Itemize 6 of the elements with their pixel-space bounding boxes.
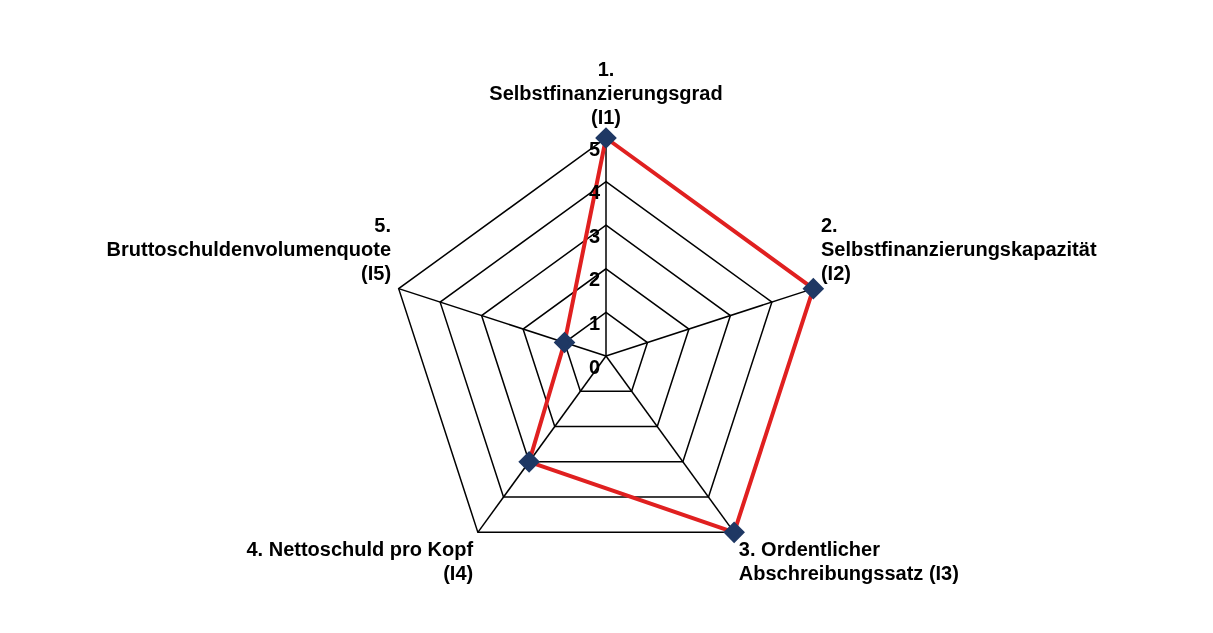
spoke-label: 3. Ordentlicher Abschreibungssatz (I3) (738, 538, 959, 585)
spoke-label: 2. Selbstfinanzierungskapazität (I2) (820, 213, 1097, 284)
y-tick-label: 0 (588, 355, 600, 378)
spoke-label: 4. Nettoschuld pro Kopf (I4) (246, 538, 474, 585)
spoke-label: 5. Bruttoschuldenvolumenquote (I5) (106, 213, 392, 284)
spoke-label: 1. Selbstfinanzierungsgrad (I1) (489, 57, 723, 128)
